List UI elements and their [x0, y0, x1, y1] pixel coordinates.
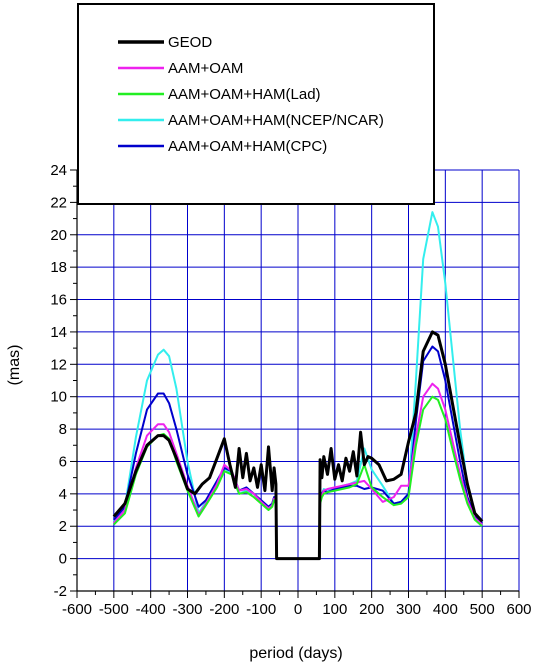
y-tick-label: 16	[50, 292, 67, 309]
x-axis-title: period (days)	[249, 645, 342, 662]
x-tick-label: 400	[433, 601, 458, 618]
x-tick-label: 100	[322, 601, 347, 618]
y-tick-label: 6	[59, 453, 67, 470]
y-tick-label: 2	[59, 518, 67, 535]
y-tick-label: 14	[50, 324, 67, 341]
grid	[77, 169, 520, 591]
y-tick-label: 18	[50, 259, 67, 276]
y-axis-title: (mas)	[6, 345, 23, 386]
legend-label-geod: GEOD	[168, 34, 212, 51]
y-tick-label: 8	[59, 421, 67, 438]
x-tick-label: -200	[209, 601, 239, 618]
legend-label-aam-oam-ham-cpc: AAM+OAM+HAM(CPC)	[168, 138, 327, 155]
x-tick-label: 500	[470, 601, 495, 618]
y-tick-label: 12	[50, 356, 67, 373]
x-tick-label: -400	[136, 601, 166, 618]
x-tick-label: 300	[396, 601, 421, 618]
x-tick-label: -100	[246, 601, 276, 618]
y-tick-label: 0	[59, 551, 67, 568]
y-tick-label: -2	[54, 583, 67, 600]
y-tick-label: 4	[59, 486, 67, 503]
legend-box	[77, 3, 435, 205]
x-tick-label: -600	[62, 601, 92, 618]
x-tick-label: 0	[294, 601, 302, 618]
legend-label-aam-oam-ham-lad: AAM+OAM+HAM(Lad)	[168, 86, 321, 103]
y-tick-label: 24	[50, 162, 67, 179]
legend-label-aam-oam: AAM+OAM	[168, 60, 243, 77]
y-tick-label: 20	[50, 227, 67, 244]
series-group	[112, 211, 484, 561]
series-line-geod	[112, 330, 484, 561]
legend: GEOD AAM+OAM AAM+OAM+HAM(Lad) AAM+OAM+HAM(N…	[77, 3, 435, 205]
y-tick-label: 22	[50, 194, 67, 211]
x-tick-label: 600	[506, 601, 531, 618]
x-tick-label: 200	[359, 601, 384, 618]
x-tick-label: -300	[172, 601, 202, 618]
x-tick-label: -500	[99, 601, 129, 618]
legend-label-aam-oam-ham-ncep-ncar: AAM+OAM+HAM(NCEP/NCAR)	[168, 112, 384, 129]
y-tick-label: 10	[50, 389, 67, 406]
